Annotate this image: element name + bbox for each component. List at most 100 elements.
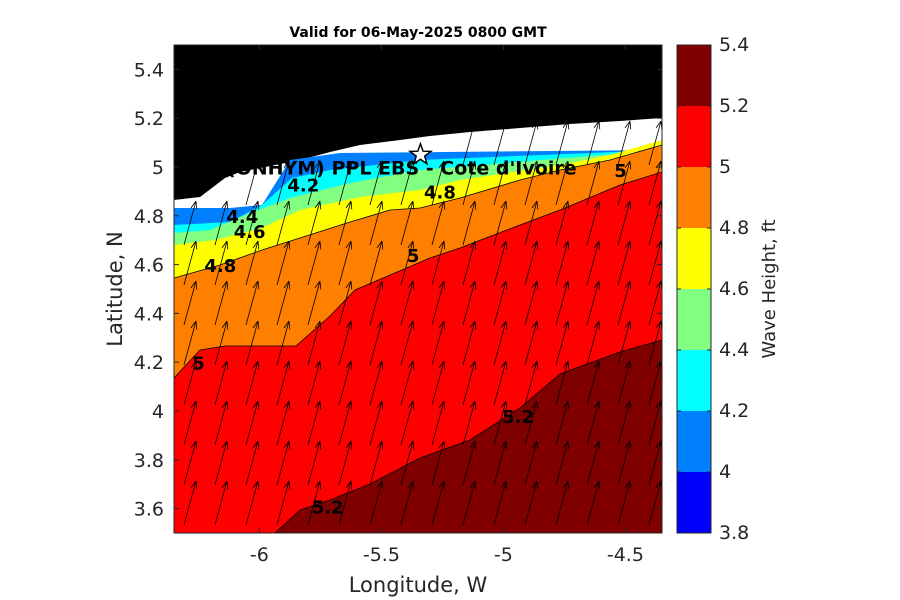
wave-arrow [462,480,477,526]
wave-arrow [369,320,384,366]
wave-arrow [369,480,384,526]
wave-arrow [369,400,384,446]
wave-arrow [431,480,446,526]
wave-arrow [524,440,539,486]
wave-arrow [400,360,415,406]
contour-label: 5 [407,246,420,267]
wave-arrow [431,360,446,406]
y-tick-label: 4.6 [134,255,164,277]
colorbar-segment [677,45,711,106]
contour-label: 4.8 [424,183,456,204]
contour-label: 4.4 [226,207,258,228]
wave-arrow [183,280,198,326]
wave-arrow [400,200,415,246]
wave-arrow [276,400,291,446]
wave-arrow [586,160,601,206]
wave-arrow [214,480,229,526]
wave-arrow [462,400,477,446]
wave-arrow [524,120,539,166]
wave-arrow [617,280,632,326]
wave-arrow [307,240,322,286]
wave-arrow [245,200,260,246]
wave-arrow [493,200,508,246]
wave-arrow [493,480,508,526]
wave-arrow [524,240,539,286]
wave-arrow [245,160,260,206]
wave-arrow [338,320,353,366]
wave-arrow [276,160,291,206]
wave-arrow [400,240,415,286]
colorbar-tick-label: 4.4 [719,339,749,361]
wave-arrow [214,440,229,486]
wave-arrow [555,440,570,486]
y-tick-label: 3.6 [134,499,164,521]
wave-arrow [462,320,477,366]
wave-arrow [431,280,446,326]
wave-arrow [400,320,415,366]
wave-arrow [338,200,353,246]
contour-label: 4.8 [204,256,236,277]
wave-arrow [617,160,632,206]
wave-arrow [555,480,570,526]
x-tick-label: -5 [494,544,513,566]
wave-arrow [555,320,570,366]
x-tick-label: -5.5 [363,544,400,566]
wave-arrow [462,440,477,486]
wave-arrow [245,400,260,446]
wave-arrow [400,280,415,326]
wave-arrow [555,160,570,206]
wave-arrow [493,320,508,366]
colorbar-tick-label: 4.6 [719,278,749,300]
wave-arrow [369,240,384,286]
wave-arrow [400,440,415,486]
wave-arrow [183,360,198,406]
wave-arrow [214,360,229,406]
wave-arrow [369,200,384,246]
colorbar-segment [677,106,711,167]
wave-arrow [276,480,291,526]
colorbar-segment [677,228,711,289]
wave-arrow [617,120,632,166]
wave-arrow [586,120,601,166]
wave-arrow [307,480,322,526]
contour-label: 5.2 [312,497,344,518]
wave-arrow [524,280,539,326]
wave-arrow [276,320,291,366]
wave-arrow [338,480,353,526]
wave-arrow [369,440,384,486]
x-tick-label: -6 [250,544,269,566]
wave-arrow [338,240,353,286]
wave-arrow [617,360,632,406]
wave-arrow [214,240,229,286]
wave-arrow [586,440,601,486]
wave-arrow [276,200,291,246]
wave-arrow [307,160,322,206]
wave-arrow [338,360,353,406]
y-tick-label: 5 [152,157,164,179]
wave-arrow [369,160,384,206]
wave-arrow [493,440,508,486]
wave-arrow [524,320,539,366]
wave-arrow [400,480,415,526]
wave-arrow [524,160,539,206]
wave-arrow [555,400,570,446]
colorbar-tick-label: 5.2 [719,95,749,117]
wave-arrow [369,280,384,326]
wave-arrow [307,320,322,366]
contour-label: 5 [614,161,627,182]
wave-arrow [276,360,291,406]
wave-arrow [245,240,260,286]
wave-arrow [307,440,322,486]
y-tick-label: 4 [152,401,164,423]
contour-label: 4.2 [287,175,319,196]
wave-arrow [493,240,508,286]
wave-arrow [462,200,477,246]
wave-arrow [431,440,446,486]
colorbar-tick-label: 4.8 [719,217,749,239]
wave-arrow [245,440,260,486]
wave-arrow [555,360,570,406]
wave-arrow [276,280,291,326]
wave-arrow [586,280,601,326]
contour-labels: 4.2 4.44.6 4.8 4.8 5 5 5 5.2 5.2 [192,161,627,519]
